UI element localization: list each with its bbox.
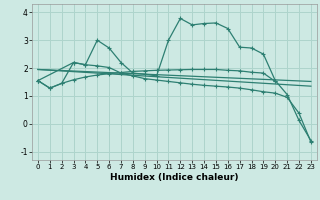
X-axis label: Humidex (Indice chaleur): Humidex (Indice chaleur) [110,173,239,182]
